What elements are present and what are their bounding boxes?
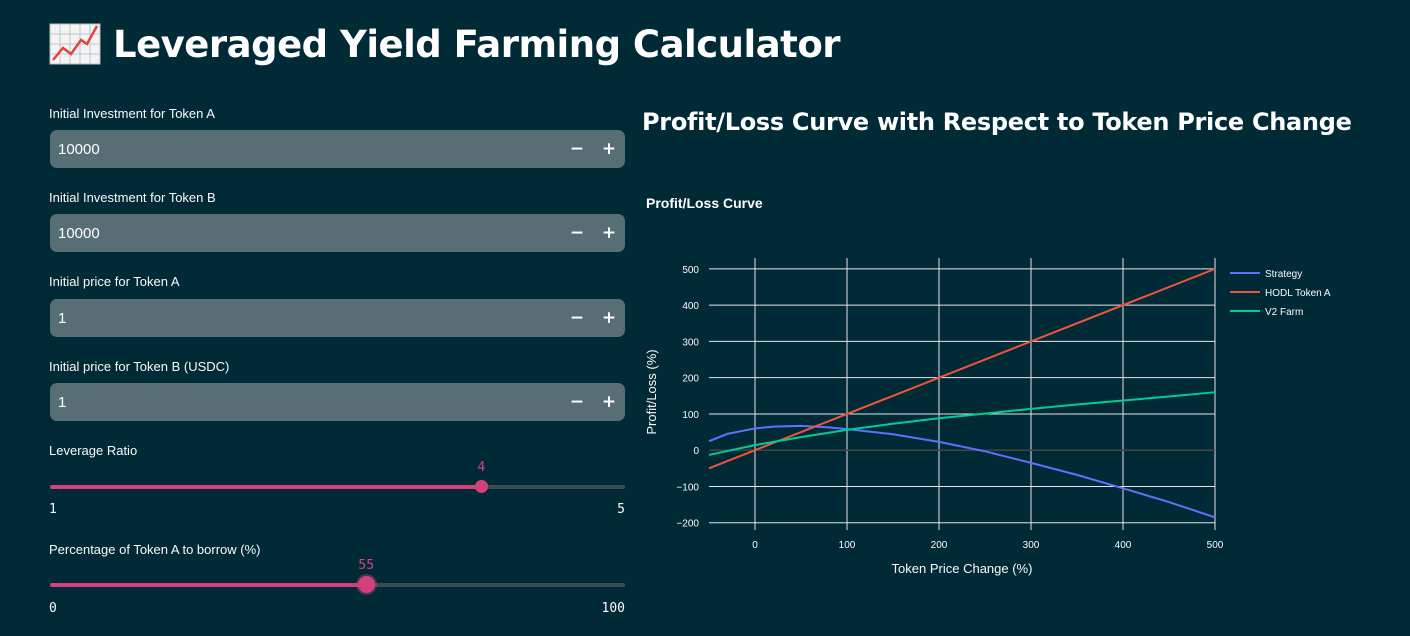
y-tick-label: 400 (682, 301, 699, 312)
token-b-investment-input[interactable]: 10000 − + (50, 214, 625, 252)
slider-thumb[interactable] (475, 480, 489, 493)
series-line-hodl-token-a (708, 267, 1216, 470)
increment-button[interactable]: + (601, 139, 617, 159)
slider-current-value: 55 (358, 558, 375, 573)
token-a-investment-input[interactable]: 10000 − + (50, 130, 625, 168)
token-b-investment-label: Initial Investment for Token B (49, 190, 216, 205)
legend-item: V2 Farm (1265, 307, 1303, 318)
token-a-investment-label: Initial Investment for Token A (49, 106, 215, 121)
slider-fill (50, 485, 482, 489)
increment-button[interactable]: + (601, 223, 617, 243)
increment-button[interactable]: + (601, 308, 617, 328)
token-a-price-value[interactable]: 1 (58, 309, 67, 327)
token-b-price-input[interactable]: 1 − + (50, 383, 625, 421)
x-tick-label: 300 (1023, 540, 1040, 551)
token-a-price-input[interactable]: 1 − + (50, 299, 625, 337)
x-axis-label: Token Price Change (%) (892, 561, 1033, 576)
leverage-ratio-label: Leverage Ratio (49, 443, 138, 458)
y-tick-label: 100 (682, 410, 699, 421)
chart-increasing-icon (49, 23, 101, 65)
legend-item: HODL Token A (1265, 288, 1331, 299)
chart-title: Profit/Loss Curve (646, 195, 763, 211)
leverage-ratio-slider[interactable]: 4 (50, 460, 625, 497)
slider-current-value: 4 (477, 460, 486, 475)
slider-max-label: 100 (601, 601, 625, 616)
y-axis-label: Profit/Loss (%) (644, 349, 659, 434)
y-tick-label: 300 (682, 337, 699, 348)
borrow-percentage-slider[interactable]: 55 (50, 558, 625, 595)
borrow-percentage-label: Percentage of Token A to borrow (%) (49, 542, 261, 557)
chart-heading: Profit/Loss Curve with Respect to Token … (642, 108, 1352, 136)
token-a-price-label: Initial price for Token A (49, 274, 180, 289)
y-tick-label: 200 (682, 374, 699, 385)
token-b-price-value[interactable]: 1 (58, 393, 67, 411)
token-b-price-label: Initial price for Token B (USDC) (49, 359, 230, 374)
x-tick-label: 400 (1115, 540, 1132, 551)
y-tick-label: 500 (682, 265, 699, 276)
y-tick-label: −100 (676, 482, 699, 493)
token-b-investment-value[interactable]: 10000 (58, 224, 100, 242)
chart-svg: Profit/Loss Curve 0 100 200 300 400 500 −200 −1… (644, 195, 1331, 576)
x-tick-label: 200 (931, 540, 948, 551)
decrement-button[interactable]: − (569, 308, 585, 328)
token-a-investment-value[interactable]: 10000 (58, 140, 100, 158)
slider-min-label: 0 (49, 601, 57, 616)
y-tick-label: 0 (693, 446, 699, 457)
series-line-v2-farm (708, 391, 1216, 456)
decrement-button[interactable]: − (569, 139, 585, 159)
x-tick-label: 100 (839, 540, 856, 551)
profit-loss-chart: Profit/Loss Curve 0 100 200 300 400 500 −200 −1… (640, 185, 1410, 632)
decrement-button[interactable]: − (569, 223, 585, 243)
slider-thumb[interactable] (358, 576, 376, 593)
slider-fill (50, 583, 367, 587)
series-line-strategy (708, 424, 1216, 519)
page-title-text: Leveraged Yield Farming Calculator (113, 22, 841, 66)
decrement-button[interactable]: − (569, 392, 585, 412)
slider-min-label: 1 (49, 502, 57, 517)
y-tick-label: −200 (676, 519, 699, 530)
slider-max-label: 5 (617, 502, 625, 517)
legend-item: Strategy (1265, 269, 1302, 280)
x-tick-label: 500 (1207, 540, 1224, 551)
x-tick-label: 0 (752, 540, 758, 551)
increment-button[interactable]: + (601, 392, 617, 412)
page-title: Leveraged Yield Farming Calculator (49, 18, 841, 70)
